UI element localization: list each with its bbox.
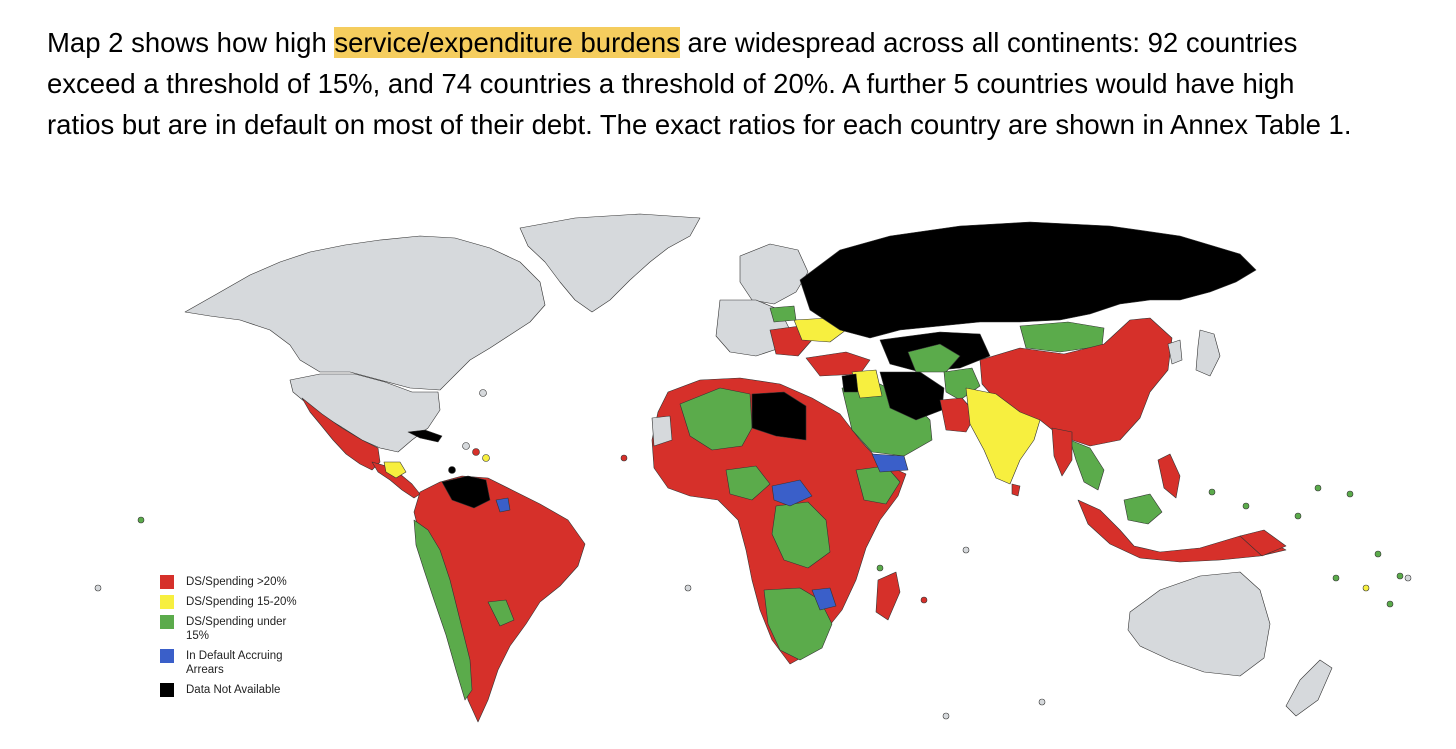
legend-swatch-black [160,683,174,697]
legend-label: In Default Accruing Arrears [186,650,283,676]
legend-item-15-20: DS/Spending 15-20% [160,595,320,609]
region-guyana [495,497,511,513]
region-indonesia [1077,499,1287,563]
island-dot [94,584,102,592]
island-dot [1404,574,1412,582]
island-dot [482,454,490,462]
island-dot [620,454,628,462]
island-dot [1396,572,1404,580]
region-japan [1195,329,1221,377]
region-sri-lanka [1011,483,1021,497]
region-korea [1167,339,1183,365]
island-dot [920,596,928,604]
world-map [94,213,1412,723]
island-dot [962,546,970,554]
region-libya [751,391,807,441]
region-central-africa-green [725,465,771,501]
island-dot [1314,484,1322,492]
region-madagascar [875,571,901,621]
highlighted-phrase: service/expenditure burdens [334,27,680,58]
legend-label: DS/Spending under 15% [186,616,287,642]
region-yemen [871,453,909,473]
paragraph-line-1: Map 2 shows how high service/expenditure… [47,22,1456,63]
island-dot [1362,584,1370,592]
legend-swatch-yellow [160,595,174,609]
region-mexico [301,397,381,471]
paragraph-text: are widespread across all continents: 92… [679,27,1298,58]
map-legend: DS/Spending >20% DS/Spending 15-20% DS/S… [160,575,320,703]
legend-swatch-red [160,575,174,589]
region-png [1239,529,1287,557]
region-india [965,387,1041,485]
intro-paragraph: Map 2 shows how high service/expenditure… [47,22,1456,145]
island-dot [1208,488,1216,496]
island-dot [1332,574,1340,582]
region-syria [841,373,859,393]
region-malaysia [1123,493,1163,525]
island-dot [876,564,884,572]
region-paraguay [487,599,515,627]
region-myanmar [1051,427,1073,477]
island-dot [137,516,145,524]
legend-label: DS/Spending 15-20% [186,596,297,608]
paragraph-line-3: ratios but are in default on most of the… [47,109,1352,140]
island-dot [472,448,480,456]
island-dot [942,712,950,720]
island-dot [1346,490,1354,498]
region-guatemala [383,461,407,479]
region-belarus [769,305,797,323]
region-north-america-north [184,235,546,391]
island-dot [448,466,456,474]
region-west-sahara [651,415,673,447]
legend-item-default: In Default Accruing Arrears [160,649,320,677]
legend-item-under-15: DS/Spending under 15% [160,615,320,643]
region-greenland [519,213,701,313]
region-philippines [1157,453,1181,499]
legend-item-over-20: DS/Spending >20% [160,575,320,589]
island-dot [1038,698,1046,706]
region-australia [1127,571,1271,677]
legend-label: Data Not Available [186,684,281,696]
region-turkey [805,351,871,377]
island-dot [1294,512,1302,520]
region-scandinavia [739,243,809,305]
region-drc [771,501,831,569]
region-peru-coast [413,519,473,701]
region-new-zealand [1285,659,1333,717]
island-dot [1374,550,1382,558]
region-venezuela [441,475,491,509]
island-dot [684,584,692,592]
paragraph-text: Map 2 shows how high [47,27,335,58]
region-cuba [407,429,443,443]
region-mozambique [811,587,837,611]
island-dot [1242,502,1250,510]
region-southern-africa [763,587,833,661]
island-dot [479,389,487,397]
region-indochina [1069,439,1105,491]
paragraph-line-2: exceed a threshold of 15%, and 74 countr… [47,68,1295,99]
region-algeria [679,387,753,451]
island-dot [462,442,470,450]
island-dot [1386,600,1394,608]
legend-swatch-green [160,615,174,629]
region-uzbekistan [907,343,961,373]
region-russia [799,221,1257,339]
legend-swatch-blue [160,649,174,663]
legend-item-na: Data Not Available [160,683,320,697]
legend-label: DS/Spending >20% [186,576,287,588]
region-car [771,479,813,507]
